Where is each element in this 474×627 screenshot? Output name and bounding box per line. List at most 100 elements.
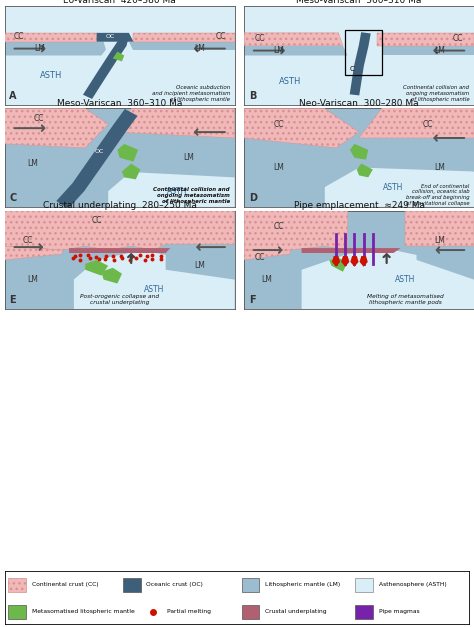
Bar (345, 30, 382, 75)
Text: Continental collision and
ongoing metasomatism
of lithospheric mantle: Continental collision and ongoing metaso… (154, 187, 230, 204)
Title: Meso-Variscan  360–310 Ma: Meso-Variscan 360–310 Ma (57, 98, 182, 108)
Bar (356, 604, 373, 618)
Polygon shape (97, 33, 134, 42)
Text: Oceanic subduction
and incipient metasomatism
of lithospheric mantle: Oceanic subduction and incipient metasom… (152, 85, 230, 102)
Polygon shape (350, 32, 371, 95)
Text: ASTH: ASTH (395, 275, 415, 284)
Polygon shape (113, 51, 124, 61)
Polygon shape (5, 108, 108, 148)
Bar (123, 578, 141, 592)
Text: Metasomatised litospheric mantle: Metasomatised litospheric mantle (32, 609, 135, 614)
Polygon shape (341, 256, 349, 266)
Polygon shape (5, 42, 106, 56)
Polygon shape (244, 138, 347, 207)
Text: CC: CC (423, 120, 433, 129)
Polygon shape (134, 33, 235, 42)
Polygon shape (357, 164, 373, 177)
Text: Pipe magmas: Pipe magmas (379, 609, 419, 614)
Polygon shape (101, 268, 122, 283)
Bar (9, 578, 26, 592)
Text: C: C (350, 66, 355, 72)
Text: Asthenosphere (ASTH): Asthenosphere (ASTH) (379, 582, 447, 587)
Text: LM: LM (195, 261, 206, 270)
Polygon shape (122, 164, 140, 179)
Text: End of continental
collision, oceanic slab
break-off and beginning
of gravitatio: End of continental collision, oceanic sl… (406, 184, 469, 206)
Text: F: F (249, 295, 255, 305)
Text: LM: LM (27, 275, 38, 284)
Text: ASTH: ASTH (39, 71, 62, 80)
Text: LM: LM (273, 163, 284, 172)
Text: CC: CC (255, 34, 265, 43)
Polygon shape (5, 33, 97, 42)
Polygon shape (129, 42, 235, 50)
Bar (356, 578, 373, 592)
Polygon shape (85, 260, 108, 276)
Text: Oceanic crust (OC): Oceanic crust (OC) (146, 582, 203, 587)
Title: Neo-Variscan  300–280 Ma: Neo-Variscan 300–280 Ma (299, 98, 419, 108)
Polygon shape (350, 144, 368, 160)
Bar (242, 578, 259, 592)
Text: LM: LM (273, 46, 284, 55)
Text: Melting of metasomatised
lithospheric mantle pods: Melting of metasomatised lithospheric ma… (367, 294, 443, 305)
Text: Post-orogenic collapse and
crustal underplating: Post-orogenic collapse and crustal under… (80, 294, 159, 305)
Text: A: A (9, 91, 17, 101)
Text: LM: LM (27, 159, 38, 168)
Text: CC: CC (216, 32, 226, 41)
Polygon shape (244, 46, 347, 56)
Polygon shape (119, 132, 235, 177)
Polygon shape (118, 144, 138, 162)
Text: Crustal underplating: Crustal underplating (265, 609, 327, 614)
Text: CC: CC (255, 253, 265, 263)
Title: Crustal underplating  280–250 Ma: Crustal underplating 280–250 Ma (43, 201, 197, 210)
Polygon shape (359, 138, 474, 171)
Polygon shape (359, 256, 368, 266)
Polygon shape (244, 250, 290, 260)
Title: Pipe emplacement  ≈249 Ma: Pipe emplacement ≈249 Ma (293, 201, 425, 210)
Polygon shape (83, 33, 129, 99)
Text: E: E (9, 295, 16, 305)
Text: Continental crust (CC): Continental crust (CC) (32, 582, 98, 587)
Title: Eo-Variscan  420–380 Ma: Eo-Variscan 420–380 Ma (64, 0, 176, 6)
Polygon shape (244, 108, 359, 148)
Text: LM: LM (34, 44, 45, 53)
Text: OC: OC (94, 149, 104, 154)
Text: LM: LM (434, 46, 445, 55)
Text: LM: LM (434, 236, 445, 245)
Polygon shape (350, 256, 359, 266)
Text: CC: CC (453, 34, 463, 43)
Polygon shape (5, 211, 235, 250)
Polygon shape (69, 248, 170, 253)
Polygon shape (329, 258, 347, 271)
Polygon shape (332, 256, 340, 266)
Polygon shape (5, 246, 62, 260)
Polygon shape (325, 157, 474, 207)
Text: B: B (249, 91, 256, 101)
Text: OC: OC (106, 34, 115, 40)
Text: LM: LM (195, 44, 206, 53)
Text: LM: LM (262, 275, 273, 284)
Text: Continental collision and
ongoing metasomatism
of lithospheric mantle: Continental collision and ongoing metaso… (403, 85, 469, 102)
Polygon shape (108, 164, 235, 207)
Polygon shape (115, 108, 235, 138)
Text: Partial melting: Partial melting (167, 609, 211, 614)
Polygon shape (166, 240, 235, 280)
Text: ASTH: ASTH (144, 285, 164, 294)
Text: LM: LM (183, 153, 194, 162)
Polygon shape (417, 240, 474, 280)
Polygon shape (244, 211, 347, 250)
Polygon shape (301, 248, 401, 253)
Polygon shape (73, 250, 235, 309)
Polygon shape (56, 109, 137, 209)
Text: CC: CC (13, 32, 24, 41)
Polygon shape (5, 246, 73, 309)
Polygon shape (377, 33, 474, 46)
Text: LM: LM (434, 163, 445, 172)
Polygon shape (244, 33, 343, 46)
Text: ASTH: ASTH (167, 187, 187, 196)
Text: Lithospheric mantle (LM): Lithospheric mantle (LM) (265, 582, 340, 587)
Text: C: C (9, 193, 17, 203)
Text: CC: CC (22, 236, 33, 245)
Polygon shape (405, 211, 474, 246)
Text: ASTH: ASTH (279, 76, 301, 85)
Text: CC: CC (91, 216, 102, 225)
